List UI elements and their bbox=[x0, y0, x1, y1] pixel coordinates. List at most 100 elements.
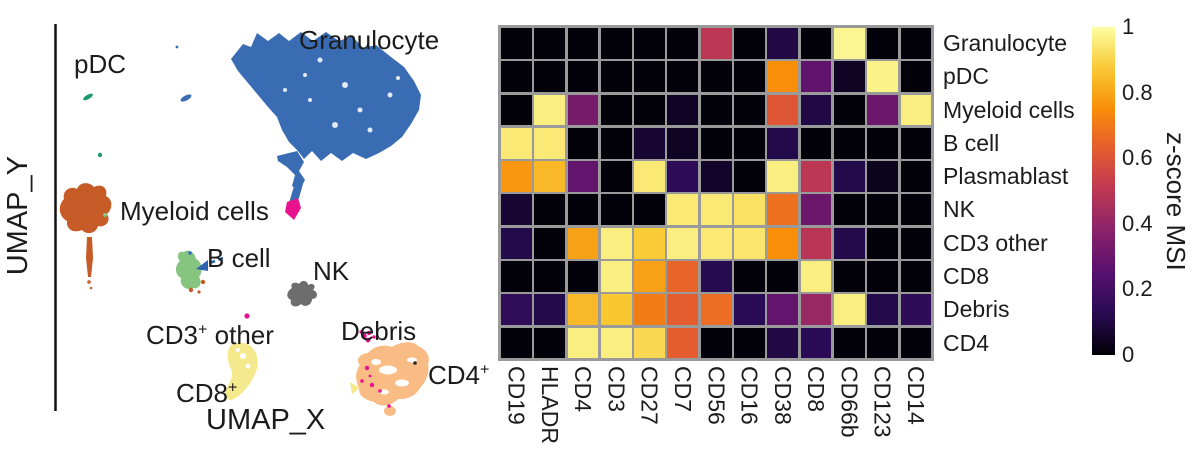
pdc-label: pDC bbox=[74, 49, 127, 79]
heatmap-cell bbox=[767, 61, 799, 93]
heatmap-cell bbox=[567, 161, 599, 192]
myeloid-label: Myeloid cells bbox=[120, 196, 269, 226]
heatmap-cell bbox=[767, 261, 799, 292]
heatmap-cell bbox=[734, 61, 765, 93]
heatmap-cell bbox=[767, 327, 799, 359]
heatmap-cell bbox=[833, 261, 865, 292]
colorbar-tick-label: 0 bbox=[1122, 342, 1135, 367]
heatmap-cell bbox=[833, 127, 865, 159]
heatmap-cell bbox=[501, 127, 532, 159]
heatmap-cell bbox=[900, 28, 932, 59]
heatmap-cell bbox=[833, 327, 865, 359]
heatmap-cell bbox=[700, 28, 732, 59]
heatmap-cell bbox=[600, 161, 632, 192]
heatmap-cell bbox=[600, 227, 632, 259]
heatmap-cell bbox=[767, 194, 799, 226]
heatmap-cell bbox=[900, 294, 932, 326]
heatmap-cell bbox=[900, 227, 932, 259]
myeloid-green-speck bbox=[103, 213, 107, 217]
heatmap-cell bbox=[534, 94, 566, 126]
cluster-cd3other-cd8 bbox=[224, 342, 258, 400]
heatmap-cell bbox=[634, 94, 665, 126]
cd8-label: CD8+ bbox=[176, 378, 238, 408]
heatmap-cell bbox=[800, 327, 832, 359]
heatmap-col-label: HLADR bbox=[536, 366, 563, 444]
heatmap-cell bbox=[800, 127, 832, 159]
colorbar-tick-label: 0.8 bbox=[1122, 79, 1153, 105]
heatmap-cell bbox=[567, 28, 599, 59]
heatmap-cell bbox=[567, 127, 599, 159]
heatmap-cell bbox=[634, 127, 665, 159]
heatmap-cell bbox=[567, 261, 599, 292]
heatmap-cell bbox=[734, 28, 765, 59]
heatmap-cell bbox=[800, 94, 832, 126]
heatmap-row-label: Plasmablast bbox=[943, 163, 1069, 190]
heatmap-row-label: Granulocyte bbox=[943, 30, 1068, 56]
heatmap-cell bbox=[734, 227, 765, 259]
heatmap-cell bbox=[534, 161, 566, 192]
heatmap-row-labels: Granulocyte pDC Myeloid cells B cell Plasmab… bbox=[943, 28, 1075, 358]
heatmap-grid bbox=[498, 25, 935, 362]
debris-label: Debris bbox=[341, 316, 417, 346]
heatmap-cell bbox=[833, 161, 865, 192]
umap-plot bbox=[54, 24, 429, 416]
heatmap-cell bbox=[667, 94, 699, 126]
heatmap-cell bbox=[900, 94, 932, 126]
heatmap-row-label: CD4 bbox=[943, 329, 990, 356]
heatmap-cell bbox=[900, 194, 932, 226]
heatmap-cell bbox=[734, 94, 765, 126]
heatmap-row-label: Debris bbox=[943, 296, 1010, 323]
heatmap-cell bbox=[634, 161, 665, 192]
heatmap-cell bbox=[833, 227, 865, 259]
heatmap-cell bbox=[700, 161, 732, 192]
heatmap-cell bbox=[600, 127, 632, 159]
colorbar-tick-label: 0.6 bbox=[1122, 145, 1153, 171]
heatmap-cell bbox=[867, 61, 899, 93]
heatmap-cell bbox=[667, 227, 699, 259]
umap-x-axis-label: UMAP_X bbox=[206, 404, 326, 436]
heatmap-row-label: CD3 other bbox=[943, 229, 1048, 256]
colorbar-ticks: 1 0.8 0.6 0.4 0.2 0 bbox=[1122, 14, 1162, 367]
heatmap-cell bbox=[767, 94, 799, 126]
heatmap-cell bbox=[734, 127, 765, 159]
heatmap-cell bbox=[800, 28, 832, 59]
cluster-cd4 bbox=[350, 342, 429, 416]
heatmap-cell bbox=[600, 261, 632, 292]
heatmap-row-label: CD8 bbox=[943, 263, 990, 290]
heatmap-cell bbox=[501, 261, 532, 292]
heatmap-cell bbox=[501, 294, 532, 326]
heatmap-cell bbox=[534, 127, 566, 159]
heatmap-cell bbox=[767, 161, 799, 192]
cd3-other-label: CD3+ other bbox=[146, 320, 274, 350]
cd4-label: CD4+ bbox=[428, 360, 490, 390]
heatmap-cell bbox=[800, 61, 832, 93]
heatmap-cell bbox=[767, 227, 799, 259]
heatmap-cell bbox=[767, 294, 799, 326]
heatmap-cell bbox=[700, 261, 732, 292]
heatmap-cell bbox=[800, 227, 832, 259]
heatmap-col-labels: CD19 HLADR CD4 CD3 CD27 CD7 CD56 CD16 CD38 CD8 CD6… bbox=[501, 366, 931, 444]
heatmap-col-label: CD19 bbox=[503, 366, 530, 425]
heatmap-cell bbox=[501, 61, 532, 93]
heatmap-col-label: CD66b bbox=[836, 366, 863, 438]
heatmap-row-label: pDC bbox=[943, 63, 990, 90]
heatmap-cell bbox=[634, 294, 665, 326]
heatmap-cell bbox=[734, 161, 765, 192]
heatmap-cell bbox=[867, 94, 899, 126]
heatmap-cell bbox=[501, 194, 532, 226]
heatmap-cell bbox=[501, 161, 532, 192]
heatmap-cell bbox=[867, 294, 899, 326]
heatmap-col-label: CD7 bbox=[669, 366, 696, 413]
heatmap-cell bbox=[534, 294, 566, 326]
heatmap-cell bbox=[833, 194, 865, 226]
heatmap-cell bbox=[734, 294, 765, 326]
heatmap-cell bbox=[567, 327, 599, 359]
heatmap-cell bbox=[700, 94, 732, 126]
heatmap-col-label: CD4 bbox=[570, 366, 597, 413]
heatmap-col-label: CD8 bbox=[803, 366, 830, 413]
cluster-granulocyte-speckles bbox=[283, 57, 400, 133]
heatmap-cell bbox=[600, 61, 632, 93]
heatmap-cell bbox=[567, 61, 599, 93]
heatmap-cell bbox=[833, 294, 865, 326]
